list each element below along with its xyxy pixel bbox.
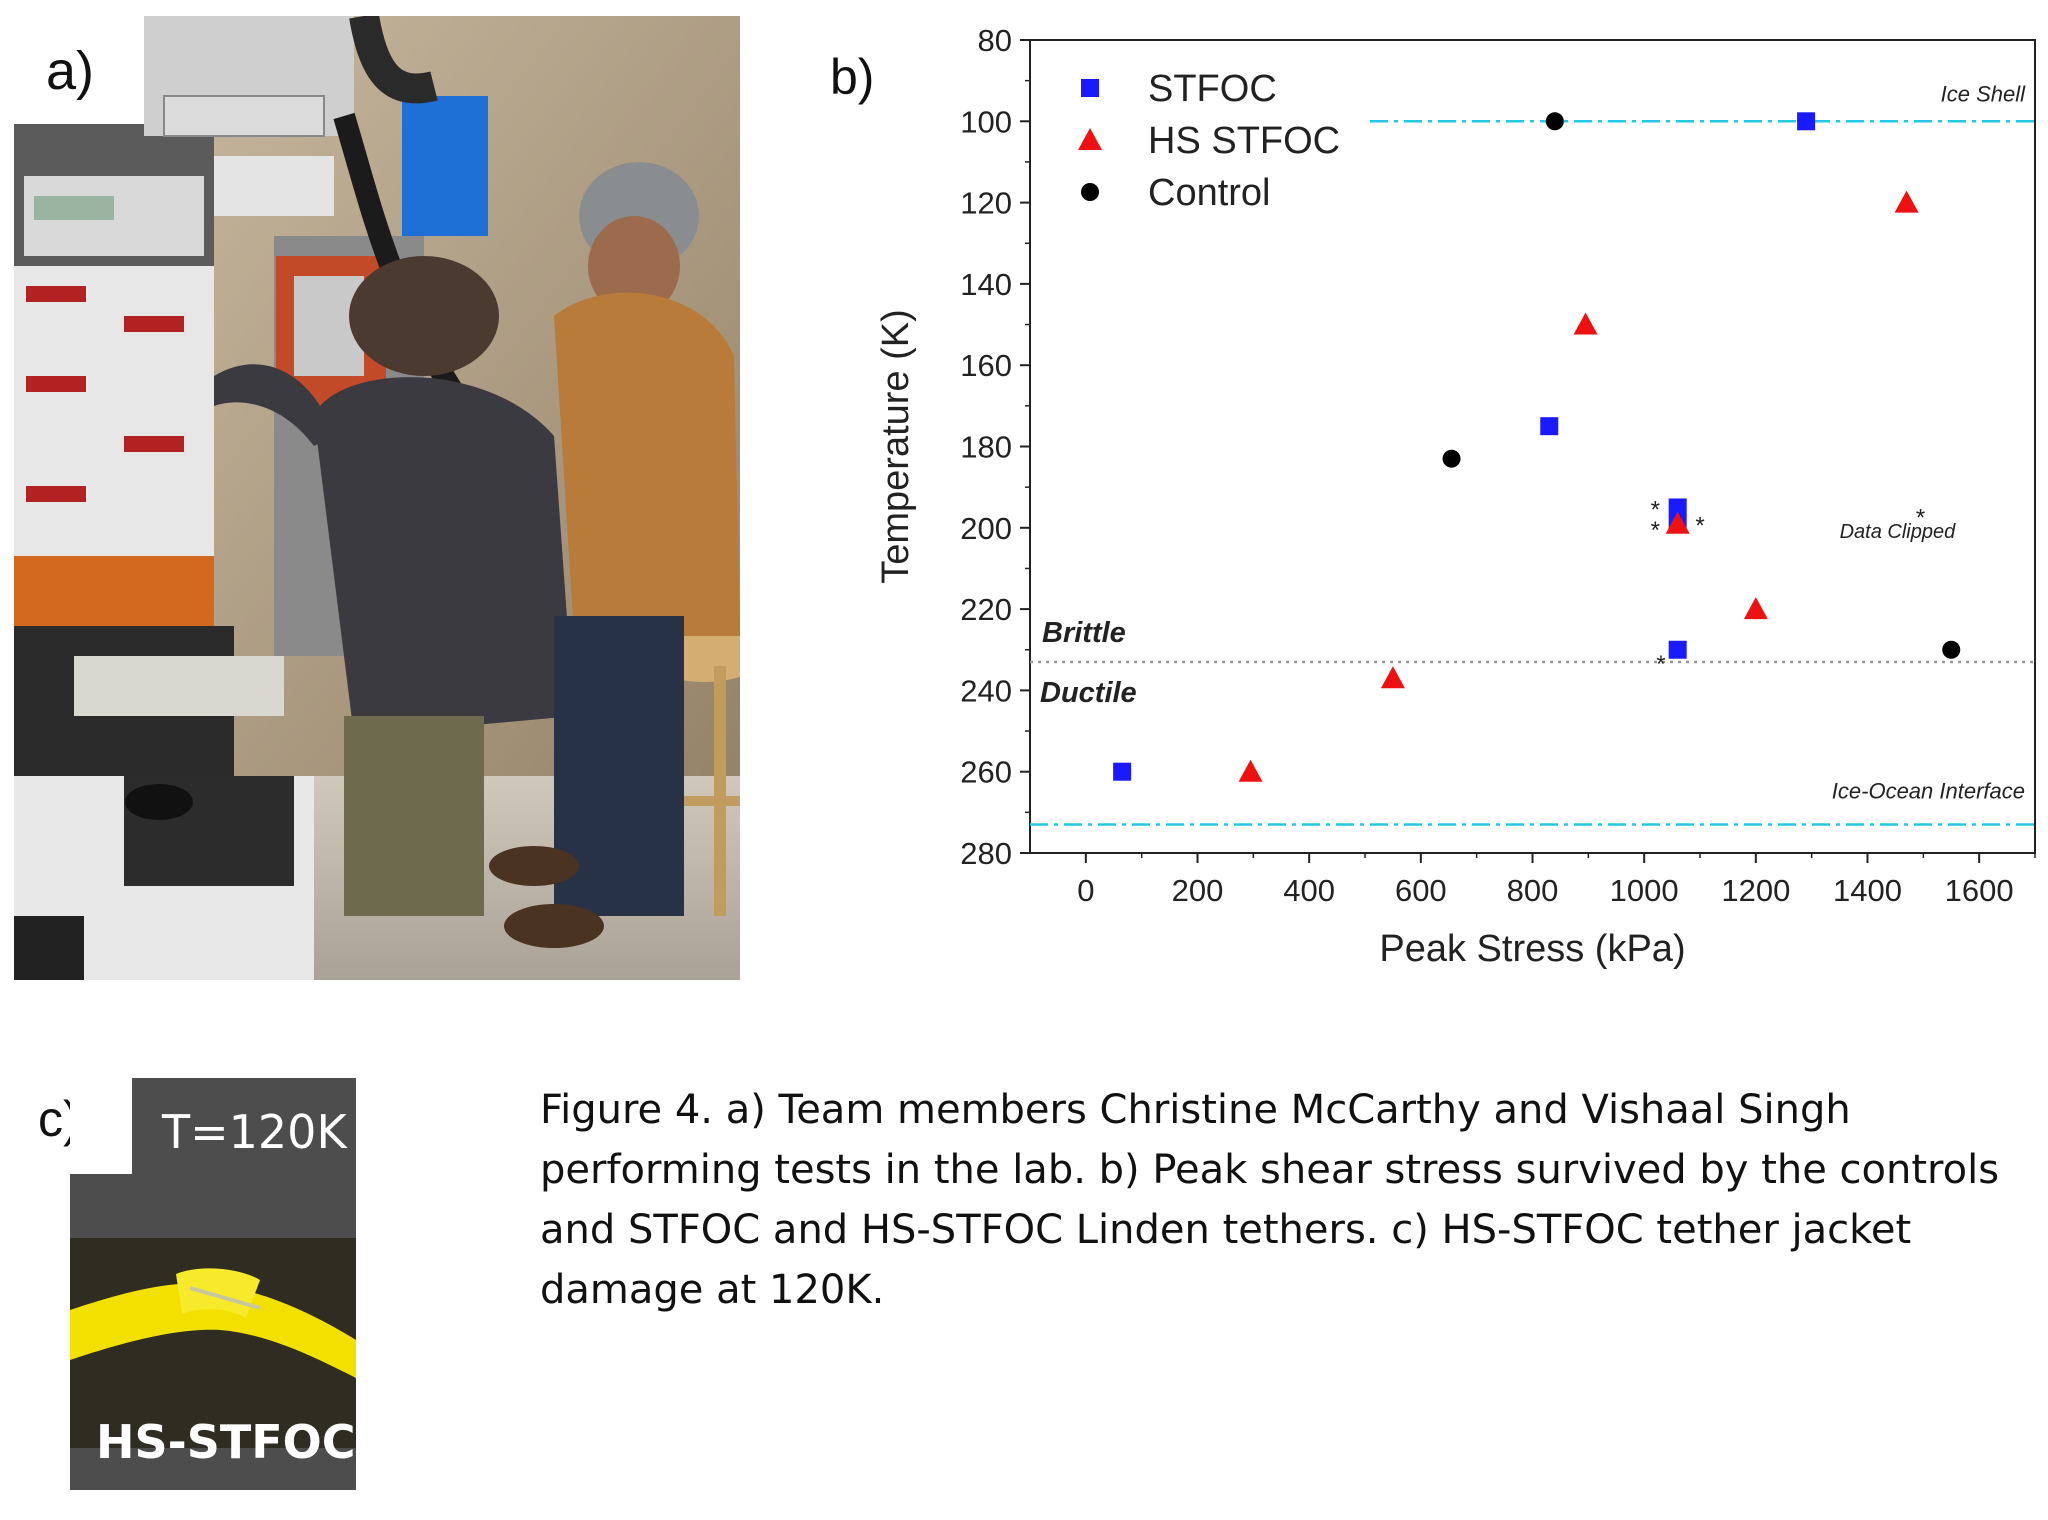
y-tick-label: 160: [960, 348, 1012, 383]
data-point: [1797, 112, 1816, 131]
data-point: [1573, 312, 1598, 335]
x-tick-label: 1200: [1721, 873, 1790, 908]
data-point: [1894, 190, 1919, 213]
lab-photo: [14, 16, 740, 980]
tether-damage-drawing: T=120K HS-STFOC: [70, 1078, 356, 1490]
y-tick-label: 180: [960, 430, 1012, 465]
panel-a-label: a): [46, 41, 95, 101]
region-label-ductile: Ductile: [1040, 677, 1137, 709]
annotation-asterisk: *: [1651, 496, 1660, 523]
x-tick-label: 1400: [1833, 873, 1902, 908]
panel-a-label-box: [14, 16, 144, 124]
y-tick-label: 80: [978, 23, 1012, 58]
panel-b-label: b): [830, 49, 874, 105]
plot-area: 80 100 120 140 160 180 200 220 240 260 280 0 200 400 6…: [875, 23, 2036, 970]
scatter-chart: b) 80 100 120 140 160 180 200 220 240 260 280 0 200 4…: [830, 23, 2036, 970]
data-point: [1942, 640, 1961, 659]
x-axis-label: Peak Stress (kPa): [1379, 928, 1685, 970]
data-point: [1665, 511, 1690, 534]
x-tick-label: 400: [1283, 873, 1335, 908]
annotation-label: Data Clipped: [1840, 521, 1957, 543]
x-tick-label: 0: [1077, 873, 1094, 908]
temperature-label: T=120K: [161, 1105, 348, 1159]
data-point: [1668, 498, 1687, 517]
y-tick-label: 140: [960, 267, 1012, 302]
legend-label: Control: [1148, 172, 1271, 214]
data-point: [1113, 762, 1132, 781]
annotation-asterisk: *: [1695, 513, 1704, 540]
y-tick-label: 200: [960, 511, 1012, 546]
region-label-brittle: Brittle: [1042, 617, 1126, 649]
data-point: [1540, 417, 1559, 436]
y-tick-label: 280: [960, 836, 1012, 871]
legend-marker: [1078, 128, 1102, 150]
y-axis-label: Temperature (K): [875, 309, 917, 584]
lab-photo-drawing: [14, 16, 740, 980]
reference-label: Ice-Ocean Interface: [1832, 779, 2025, 804]
legend-label: STFOC: [1148, 68, 1277, 110]
legend-marker: [1081, 79, 1099, 97]
tether-damage-photo: T=120K HS-STFOC: [70, 1078, 356, 1490]
y-tick-label: 260: [960, 755, 1012, 790]
data-point: [1380, 666, 1405, 689]
y-tick-label: 220: [960, 592, 1012, 627]
x-tick-label: 1600: [1945, 873, 2014, 908]
annotation-asterisk: *: [1656, 651, 1665, 678]
data-point: [1743, 597, 1768, 620]
y-tick-label: 240: [960, 673, 1012, 708]
legend-marker: [1081, 183, 1099, 201]
chart-panel: b) 80 100 120 140 160 180 200 220 240 260 280 0 200 4…: [800, 16, 2048, 996]
annotation-asterisk: *: [1916, 505, 1925, 532]
data-point: [1545, 112, 1564, 131]
legend-label: HS STFOC: [1148, 120, 1340, 162]
data-point: [1238, 759, 1263, 782]
x-tick-label: 600: [1395, 873, 1447, 908]
reference-label: Ice Shell: [1941, 81, 2026, 106]
x-tick-label: 1000: [1610, 873, 1679, 908]
sample-label: HS-STFOC: [96, 1415, 356, 1469]
y-tick-label: 120: [960, 186, 1012, 221]
data-point: [1442, 449, 1461, 468]
x-tick-label: 800: [1507, 873, 1559, 908]
figure-caption: Figure 4. a) Team members Christine McCa…: [540, 1087, 2000, 1313]
data-point: [1668, 640, 1687, 659]
y-tick-label: 100: [960, 104, 1012, 139]
x-tick-label: 200: [1172, 873, 1224, 908]
annotation-asterisk: *: [1651, 517, 1660, 544]
